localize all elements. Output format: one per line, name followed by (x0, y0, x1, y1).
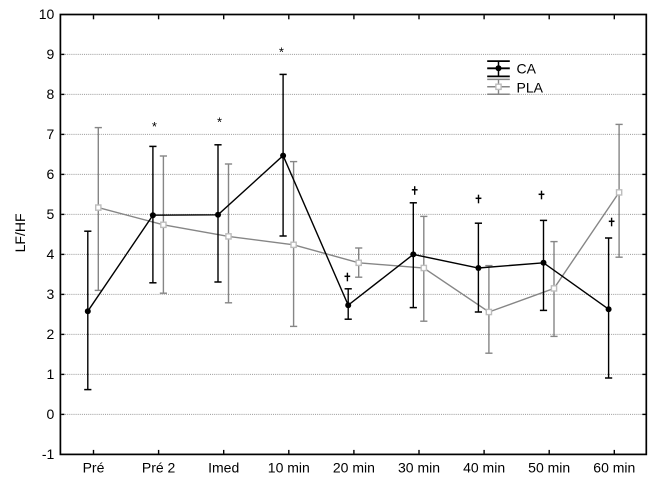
svg-text:8: 8 (47, 86, 55, 102)
svg-text:Pré 2: Pré 2 (142, 460, 176, 476)
svg-text:LF/HF: LF/HF (12, 213, 28, 252)
svg-text:CA: CA (517, 61, 537, 77)
svg-text:0: 0 (47, 406, 55, 422)
svg-text:5: 5 (47, 206, 55, 222)
svg-text:PLA: PLA (517, 80, 544, 96)
svg-text:-1: -1 (42, 446, 55, 462)
svg-text:40 min: 40 min (463, 460, 505, 476)
svg-text:4: 4 (47, 246, 55, 262)
svg-text:1: 1 (47, 366, 55, 382)
svg-text:20 min: 20 min (333, 460, 375, 476)
svg-text:Imed: Imed (208, 460, 239, 476)
svg-text:10: 10 (39, 6, 55, 22)
svg-text:7: 7 (47, 126, 55, 142)
svg-text:9: 9 (47, 46, 55, 62)
svg-text:*: * (279, 44, 284, 59)
svg-text:Pré: Pré (83, 460, 105, 476)
svg-text:30 min: 30 min (398, 460, 440, 476)
svg-text:2: 2 (47, 326, 55, 342)
svg-text:*: * (217, 114, 222, 129)
svg-text:6: 6 (47, 166, 55, 182)
svg-text:*: * (152, 119, 157, 134)
svg-text:50 min: 50 min (528, 460, 570, 476)
svg-text:10 min: 10 min (268, 460, 310, 476)
svg-text:60 min: 60 min (593, 460, 635, 476)
svg-text:3: 3 (47, 286, 55, 302)
